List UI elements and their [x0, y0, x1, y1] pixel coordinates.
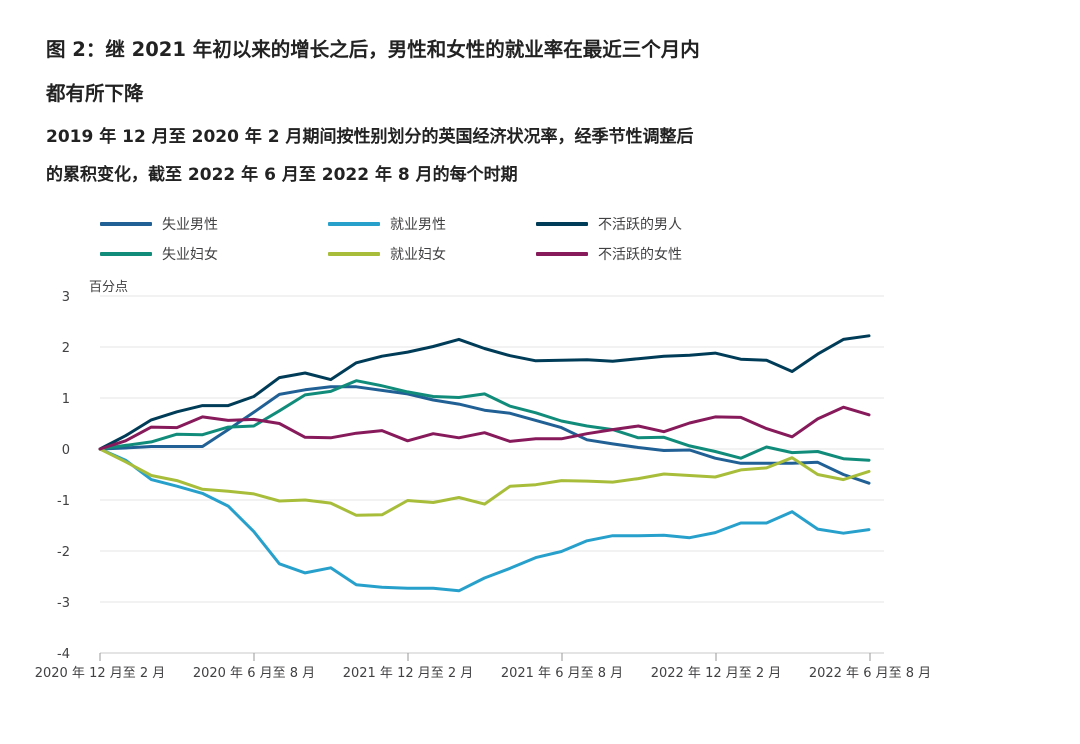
axes: 3 2 1 0 -1 -2 -3 -4 百分点 2020 年 12 月至 2 月 2020 年 6 …: [35, 280, 931, 681]
y-tick-label: -1: [57, 494, 70, 509]
series-line-1: [98, 385, 871, 485]
legend-label: 失业男性: [162, 217, 218, 233]
series-line-4: [98, 379, 871, 462]
legend-label: 不活跃的女性: [598, 247, 682, 263]
legend-item-2: 就业男性: [328, 212, 446, 236]
legend-swatch: [100, 222, 152, 226]
chart-legend: 失业男性 就业男性 不活跃的男人失业妇女 就业妇女 不活跃的女性: [100, 212, 900, 268]
legend-item-1: 失业男性: [100, 212, 218, 236]
legend-label: 不活跃的男人: [598, 217, 682, 233]
y-tick-label: -2: [57, 545, 70, 560]
y-tick-label: 1: [62, 392, 70, 407]
series-line-3: [98, 334, 871, 451]
legend-item-4: 失业妇女: [100, 242, 218, 266]
y-tick-label: 2: [62, 341, 70, 356]
x-tick-label: 2021 年 6 月至 8 月: [501, 666, 623, 681]
series-line-2: [98, 447, 871, 593]
x-tick-label: 2021 年 12 月至 2 月: [343, 666, 474, 681]
legend-swatch: [328, 222, 380, 226]
x-tick-label: 2020 年 12 月至 2 月: [35, 666, 166, 681]
legend-swatch: [536, 222, 588, 226]
x-tick-label: 2022 年 12 月至 2 月: [651, 666, 782, 681]
chart-title: 图 2：继 2021 年初以来的增长之后，男性和女性的就业率在最近三个月内 都有…: [46, 28, 946, 116]
legend-item-5: 就业妇女: [328, 242, 446, 266]
y-tick-label: 3: [62, 290, 70, 305]
legend-swatch: [100, 252, 152, 256]
x-tick-label: 2020 年 6 月至 8 月: [193, 666, 315, 681]
y-tick-label: -4: [57, 647, 70, 662]
series-line-5: [98, 447, 871, 517]
y-tick-label: 0: [62, 443, 70, 458]
legend-swatch: [328, 252, 380, 256]
chart-title-line-1: 图 2：继 2021 年初以来的增长之后，男性和女性的就业率在最近三个月内: [46, 38, 700, 61]
y-tick-label: -3: [57, 596, 70, 611]
x-tick-label: 2022 年 6 月至 8 月: [809, 666, 931, 681]
chart-subtitle: 2019 年 12 月至 2020 年 2 月期间按性别划分的英国经济状况率，经…: [46, 118, 946, 194]
legend-swatch: [536, 252, 588, 256]
legend-label: 就业妇女: [390, 247, 446, 263]
chart-title-line-2: 都有所下降: [46, 82, 144, 105]
chart-subtitle-line-1: 2019 年 12 月至 2020 年 2 月期间按性别划分的英国经济状况率，经…: [46, 127, 694, 147]
legend-label: 失业妇女: [162, 247, 218, 263]
legend-item-3: 不活跃的男人: [536, 212, 682, 236]
legend-label: 就业男性: [390, 217, 446, 233]
y-axis-label: 百分点: [89, 280, 128, 295]
series-line-6: [98, 405, 871, 451]
chart-subtitle-line-2: 的累积变化，截至 2022 年 6 月至 2022 年 8 月的每个时期: [46, 165, 518, 185]
legend-item-6: 不活跃的女性: [536, 242, 682, 266]
series-lines: [98, 334, 871, 593]
